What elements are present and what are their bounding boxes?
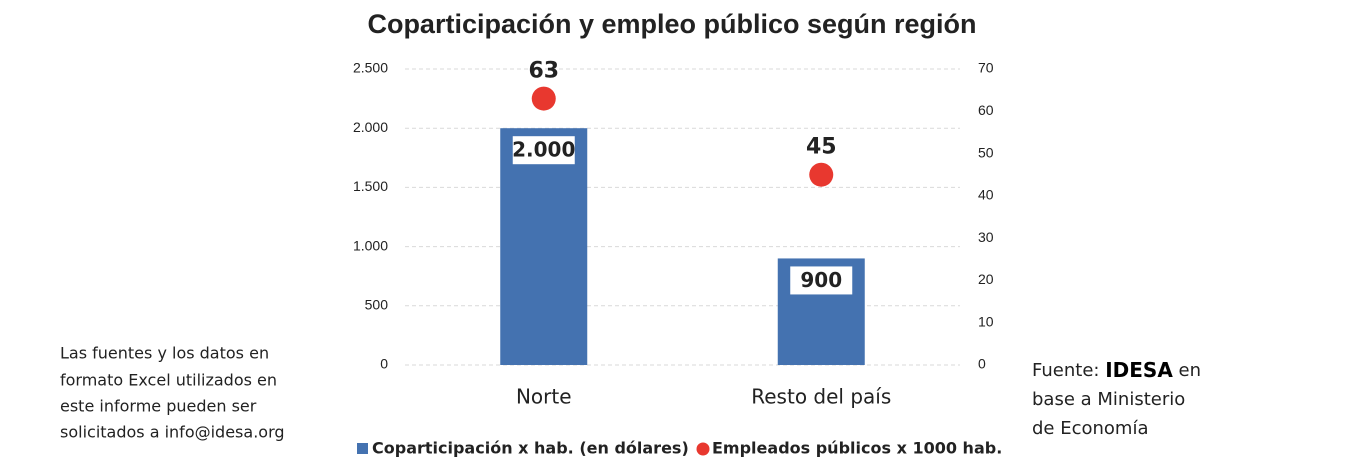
legend-label: Empleados públicos x 1000 hab. [712,439,1002,458]
y2-tick-label: 60 [978,102,994,118]
note-line: este informe pueden ser [60,397,257,416]
note-line: solicitados a info@idesa.org [60,423,285,442]
source-text: en [1179,360,1201,381]
y2-tick-label: 10 [978,313,994,329]
source-label: Fuente: [1032,360,1099,381]
y2-tick-label: 50 [978,144,994,160]
source: Fuente: IDESA en base a Ministerio de Ec… [1032,358,1201,440]
y-tick-label: 500 [365,297,389,313]
y2-tick-label: 40 [978,187,994,203]
y-tick-label: 2.500 [353,60,388,76]
note: Las fuentes y los datos en formato Excel… [60,344,285,442]
x-tick-label: Resto del país [751,385,891,409]
value-label-box [512,136,575,165]
source-name: IDESA [1105,358,1173,382]
y2-tick-label: 70 [978,60,994,76]
dot [531,86,556,111]
legend-swatch [357,443,368,454]
x-tick-label: Norte [516,385,572,409]
y2-tick-label: 30 [978,229,994,245]
dot [809,162,834,187]
note-line: formato Excel utilizados en [60,371,277,390]
y-tick-label: 1.000 [353,237,388,253]
note-line: Las fuentes y los datos en [60,344,269,363]
y2-tick-label: 0 [978,356,986,372]
bar [500,128,588,365]
y-tick-label: 0 [380,356,388,372]
value-label-box [790,266,853,295]
y2-tick-label: 20 [978,271,994,287]
y-tick-label: 1.500 [353,178,388,194]
chart-title: Coparticipación y empleo público según r… [367,9,976,39]
source-line: Fuente: IDESA en [1032,358,1201,382]
value-label: 900 [800,268,842,292]
source-line: base a Ministerio [1032,389,1185,410]
legend-swatch [696,442,710,456]
source-line: de Economía [1032,418,1149,439]
value-label: 2.000 [512,138,575,162]
value-label: 63 [528,59,559,84]
value-label: 45 [806,135,837,160]
legend-label: Coparticipación x hab. (en dólares) [372,439,689,458]
y-tick-label: 2.000 [353,119,388,135]
